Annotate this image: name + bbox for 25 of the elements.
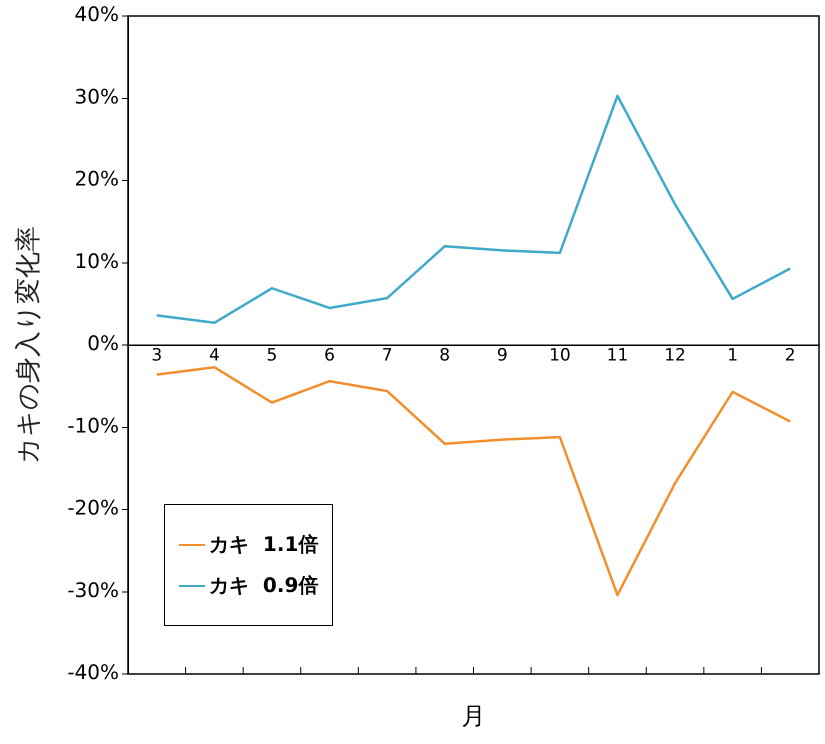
y-tick-label: 0% [87,331,119,356]
x-tick-label: 11 [606,346,628,366]
x-tick-label: 9 [496,346,508,366]
x-tick-label: 5 [266,346,278,366]
x-tick-label: 8 [439,346,450,366]
y-tick-label: 10% [74,248,119,273]
x-tick-label: 7 [382,346,393,366]
x-tick-label: 3 [151,346,162,366]
x-tick-label: 12 [664,346,686,366]
y-tick-label: -10% [67,413,119,438]
legend-label: カキ 1.1倍 [209,531,318,558]
x-tick-label: 6 [324,346,335,366]
y-tick-label: 30% [74,84,119,108]
x-axis-title: 月 [462,702,486,730]
y-tick-label: 40% [74,2,119,26]
legend-label: カキ 0.9倍 [209,572,318,599]
x-tick-label: 10 [549,346,571,366]
y-axis-title: カキの身入り変化率 [13,226,44,464]
y-tick-label: -30% [67,578,119,602]
y-tick-label: -20% [67,496,119,520]
x-tick-label: 4 [208,346,220,366]
y-tick-label: 20% [74,166,119,191]
x-tick-label: 1 [727,346,738,366]
y-tick-label: -40% [67,660,119,684]
x-tick-label: 2 [784,346,796,366]
